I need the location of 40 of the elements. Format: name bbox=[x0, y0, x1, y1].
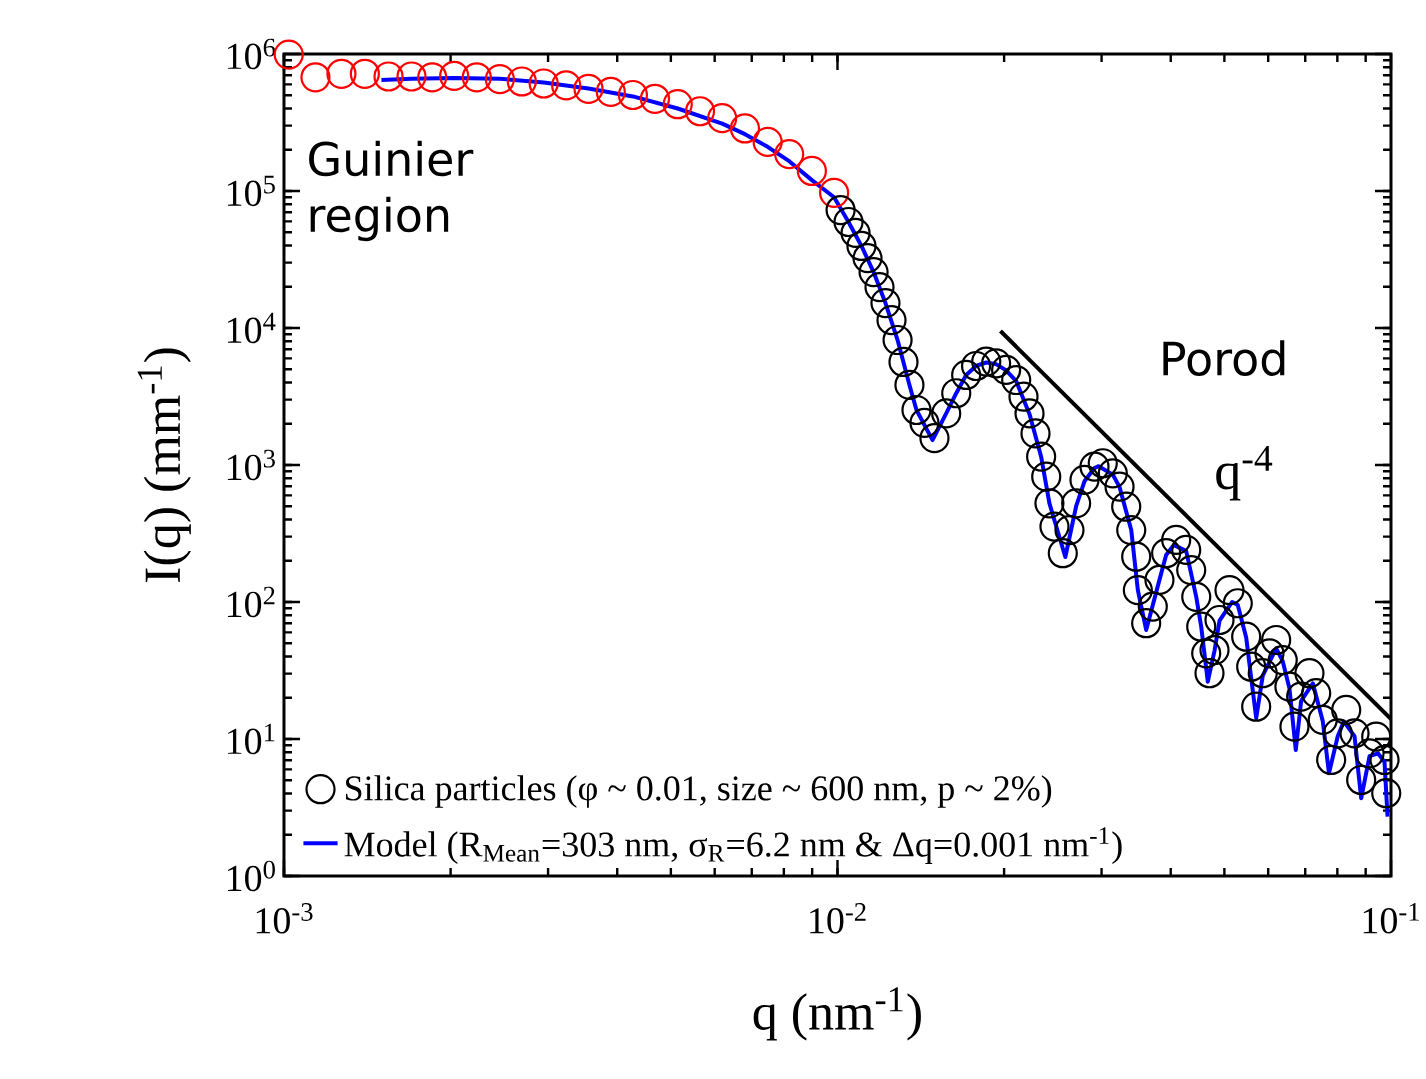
point bbox=[396, 61, 427, 92]
point bbox=[707, 103, 738, 134]
annotation: Porod bbox=[1163, 340, 1285, 376]
point bbox=[326, 58, 357, 89]
x-tick-label: 10$^{-2}$ bbox=[810, 903, 866, 934]
y-tick-label: 10$^{4}$ bbox=[227, 312, 276, 344]
y-tick-label: 10$^{6}$ bbox=[227, 38, 276, 70]
point bbox=[684, 96, 716, 127]
y-tick-label: 10$^{5}$ bbox=[227, 175, 275, 207]
point bbox=[484, 64, 515, 95]
y-tick-label: 10$^{2}$ bbox=[227, 586, 275, 618]
point bbox=[617, 79, 649, 111]
y-tick-label: 10$^{1}$ bbox=[227, 723, 275, 755]
annotation: q$^{-4}$ bbox=[1216, 445, 1273, 501]
y-axis-title: I(q) (mm$^{-1}$) bbox=[137, 348, 191, 582]
x-axis-title: q (nm$^{-1}$) bbox=[753, 987, 921, 1041]
point bbox=[729, 113, 761, 144]
point bbox=[796, 155, 827, 187]
point bbox=[752, 126, 783, 158]
point bbox=[528, 68, 559, 99]
point bbox=[573, 73, 604, 104]
point bbox=[774, 138, 805, 170]
point bbox=[461, 62, 492, 93]
x-tick-label: 10$^{-1}$ bbox=[1363, 903, 1419, 934]
legend-label: Model (R$_{Mean}$=303 nm, σ$_{R}$=6.2 nm & Δq=0.001 nm$^{-1}$) bbox=[344, 827, 1122, 865]
point bbox=[662, 89, 693, 120]
x-tick-label: 10$^{-3}$ bbox=[256, 903, 313, 934]
point bbox=[417, 62, 448, 93]
point bbox=[349, 58, 380, 89]
point bbox=[595, 76, 626, 107]
point bbox=[373, 61, 404, 92]
y-tick-label: 10$^{3}$ bbox=[227, 449, 275, 481]
point bbox=[819, 177, 850, 208]
legend-label: Silica particles (φ ~ 0.01, size ~ 600 nm, p ~ 2%) bbox=[346, 775, 1052, 808]
point bbox=[639, 83, 671, 114]
y-tick-label: 10$^{0}$ bbox=[227, 860, 275, 892]
point bbox=[506, 66, 537, 97]
point bbox=[551, 70, 582, 101]
annotation: Guinier region bbox=[309, 140, 474, 242]
point bbox=[439, 60, 470, 91]
